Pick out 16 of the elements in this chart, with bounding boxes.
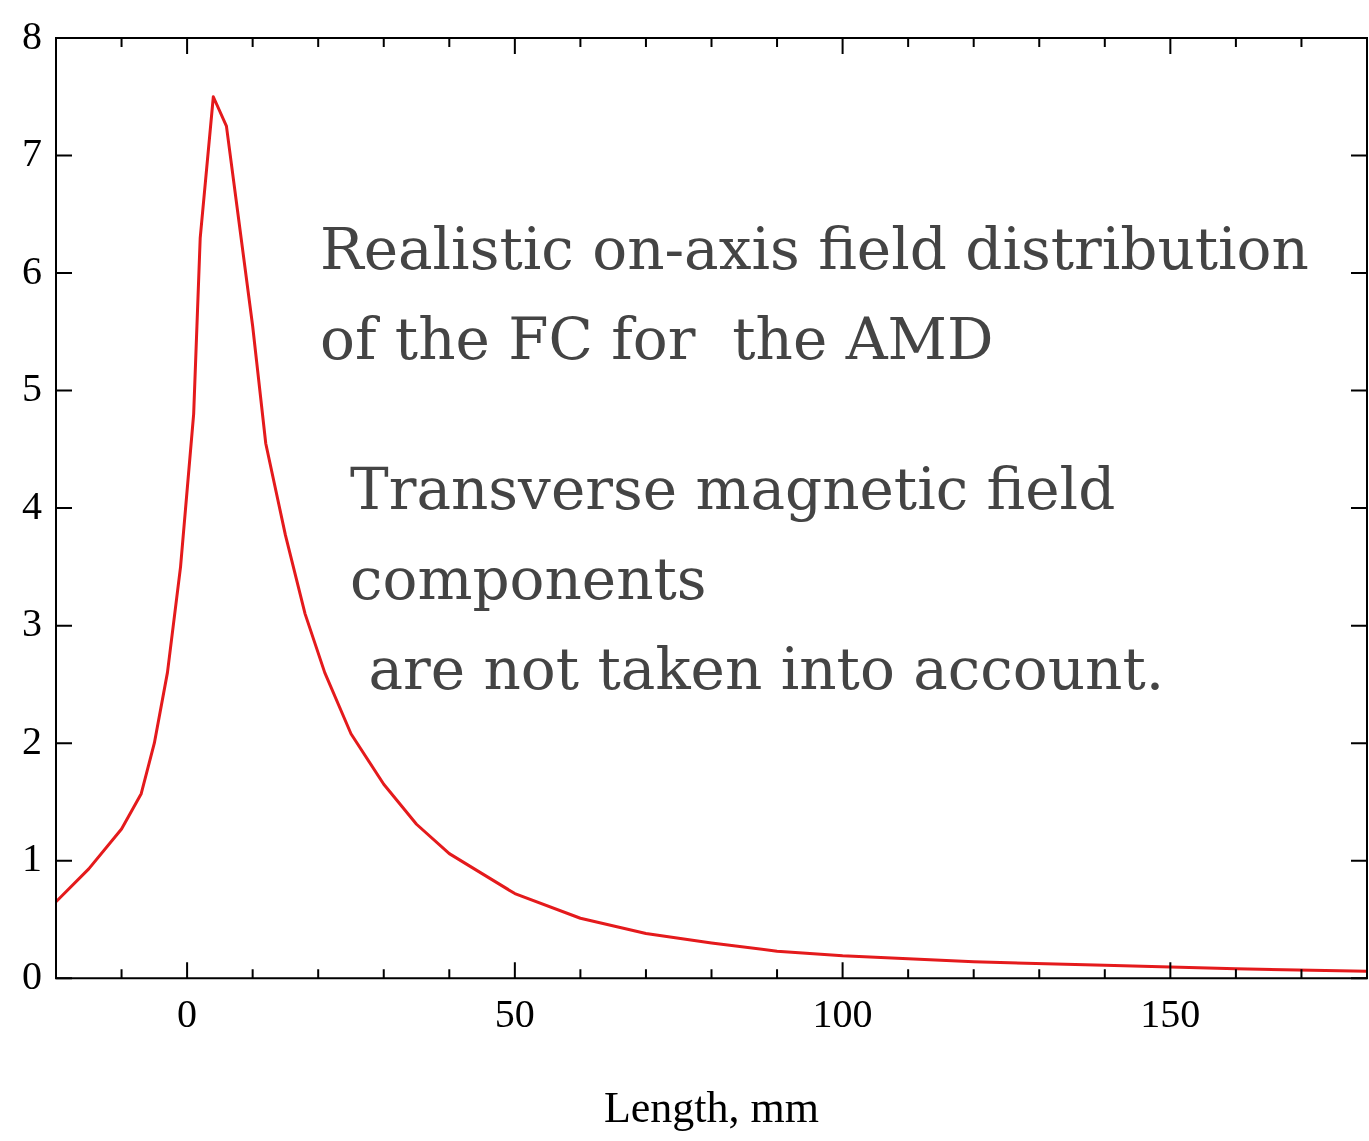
annotation: Transverse magnetic field components are not taken into account.	[350, 454, 1165, 705]
y-tick-label: 2	[22, 717, 42, 763]
annotation: Realistic on-axis field distribution of the FC for the AMD	[320, 214, 1309, 375]
y-tick-label: 5	[22, 365, 42, 411]
y-tick-label: 6	[22, 247, 42, 293]
x-tick-label: 50	[494, 990, 535, 1036]
y-tick-label: 1	[22, 835, 42, 881]
y-tick-label: 7	[22, 130, 42, 176]
y-tick-label: 3	[22, 600, 42, 646]
x-tick-label: 0	[177, 990, 198, 1036]
x-axis-title: Length, mm	[603, 1083, 820, 1133]
x-tick-label: 100	[812, 990, 873, 1036]
y-tick-label: 8	[22, 12, 42, 58]
y-tick-label: 0	[22, 952, 42, 998]
y-tick-label: 4	[22, 482, 42, 528]
x-tick-label: 150	[1140, 990, 1201, 1036]
